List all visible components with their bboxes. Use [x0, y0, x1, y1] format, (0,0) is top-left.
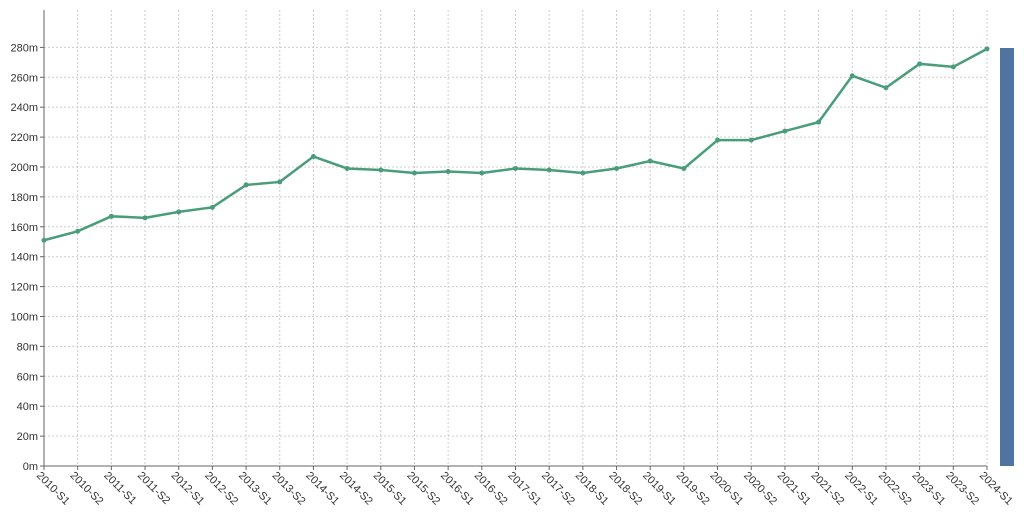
y-tick-label: 80m — [17, 341, 38, 353]
x-tick-label: 2021-S2 — [808, 470, 846, 508]
point — [984, 46, 990, 52]
x-tick-label: 2016-S1 — [438, 470, 476, 508]
x-tick-label: 2017-S2 — [539, 470, 577, 508]
point — [277, 179, 283, 185]
x-tick-label: 2011-S1 — [101, 470, 138, 507]
x-tick-label: 2010-S1 — [34, 470, 72, 508]
point — [243, 182, 249, 188]
x-tick-label: 2023-S1 — [910, 470, 948, 508]
point — [41, 237, 47, 243]
range-bar — [1000, 48, 1014, 466]
x-tick-label: 2018-S1 — [573, 470, 611, 508]
y-tick-label: 160m — [10, 222, 38, 234]
x-tick-label: 2019-S1 — [640, 470, 678, 508]
x-tick-label: 2010-S2 — [68, 470, 106, 508]
point — [108, 213, 114, 219]
point — [883, 85, 889, 91]
x-tick-label: 2016-S2 — [472, 470, 510, 508]
x-tick-label: 2023-S2 — [943, 470, 981, 508]
x-tick-label: 2022-S2 — [876, 470, 914, 508]
y-tick-label: 180m — [10, 192, 38, 204]
point — [849, 73, 855, 79]
y-tick-label: 60m — [17, 371, 38, 383]
x-tick-label: 2018-S2 — [606, 470, 644, 508]
point — [411, 170, 417, 176]
point — [546, 167, 552, 173]
point — [310, 154, 316, 160]
point — [816, 119, 822, 125]
point — [209, 204, 215, 210]
point — [647, 158, 653, 164]
point — [614, 165, 620, 171]
y-tick-label: 120m — [10, 282, 38, 294]
y-tick-label: 220m — [10, 132, 38, 144]
x-tick-label: 2022-S1 — [842, 470, 880, 508]
y-tick-label: 140m — [10, 252, 38, 264]
point — [445, 168, 451, 174]
point — [378, 167, 384, 173]
y-tick-label: 100m — [10, 311, 38, 323]
x-tick-label: 2017-S1 — [505, 470, 543, 508]
x-tick-label: 2020-S1 — [707, 470, 745, 508]
x-tick-label: 2015-S1 — [371, 470, 409, 508]
x-tick-label: 2012-S1 — [169, 470, 207, 508]
y-tick-label: 260m — [10, 72, 38, 84]
point — [715, 137, 721, 143]
x-tick-label: 2012-S2 — [202, 470, 240, 508]
y-tick-label: 0m — [23, 461, 38, 473]
x-tick-label: 2015-S2 — [404, 470, 442, 508]
x-tick-label: 2013-S1 — [236, 470, 274, 508]
point — [748, 137, 754, 143]
point — [681, 165, 687, 171]
y-tick-label: 240m — [10, 102, 38, 114]
point — [782, 128, 788, 134]
x-tick-label: 2021-S1 — [775, 470, 813, 508]
x-tick-label: 2013-S2 — [270, 470, 308, 508]
point — [479, 170, 485, 176]
y-tick-label: 280m — [10, 42, 38, 54]
point — [344, 165, 350, 171]
x-tick-label: 2014-S2 — [337, 470, 375, 508]
x-tick-label: 2019-S2 — [674, 470, 712, 508]
point — [917, 61, 923, 67]
y-tick-label: 20m — [17, 431, 38, 443]
x-tick-label: 2024-S1 — [977, 470, 1015, 508]
point — [580, 170, 586, 176]
point — [75, 228, 81, 234]
point — [176, 209, 182, 215]
y-tick-label: 200m — [10, 162, 38, 174]
point — [950, 64, 956, 70]
y-tick-label: 40m — [17, 401, 38, 413]
x-tick-label: 2020-S2 — [741, 470, 779, 508]
point — [513, 165, 518, 171]
x-tick-label: 2011-S2 — [135, 470, 172, 507]
x-tick-label: 2014-S1 — [303, 470, 341, 508]
point — [142, 215, 148, 221]
